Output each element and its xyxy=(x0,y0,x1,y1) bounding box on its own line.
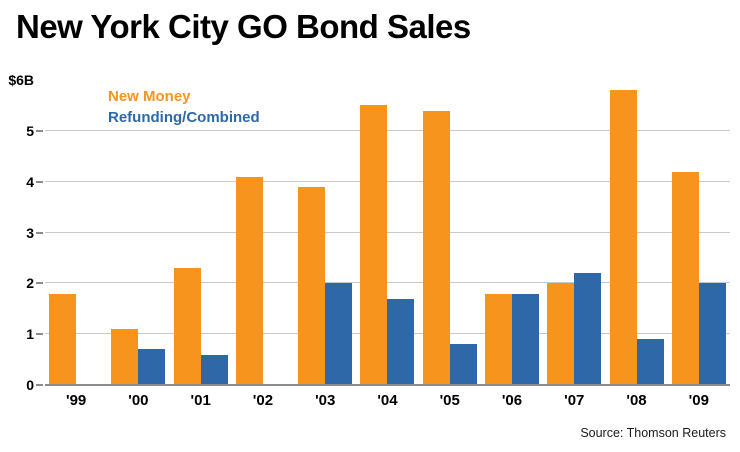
y-axis-tick xyxy=(36,180,43,183)
y-axis-label: 5 xyxy=(26,122,34,139)
x-axis-label: '00 xyxy=(128,392,149,409)
bar-refunding-combined xyxy=(200,354,228,385)
y-axis-label: 0 xyxy=(26,377,34,393)
x-axis-label: '03 xyxy=(315,392,336,409)
bar-group xyxy=(45,80,107,385)
y-axis-label: 1 xyxy=(26,326,34,343)
bar-new-money xyxy=(298,186,326,385)
y-axis-tick xyxy=(36,333,43,336)
bar-refunding-combined xyxy=(511,293,539,385)
x-axis-labels: '99 '00 '01 '02 '03 '04 '05 '06 '07 '08 '09 xyxy=(45,392,730,409)
gridline xyxy=(45,282,730,284)
bar-group xyxy=(605,80,667,385)
x-axis-label: '05 xyxy=(439,392,460,409)
chart-title: New York City GO Bond Sales xyxy=(16,8,471,45)
bar-series xyxy=(45,80,730,385)
bar-new-money xyxy=(609,90,637,385)
gridline xyxy=(45,180,730,182)
bar-group xyxy=(294,80,356,385)
y-axis-tick xyxy=(36,282,43,285)
x-axis-label: '06 xyxy=(501,392,523,409)
y-axis-label: 4 xyxy=(26,173,34,190)
bar-refunding-combined xyxy=(574,273,602,385)
bar-new-money xyxy=(671,171,699,385)
y-axis-tick xyxy=(36,129,43,132)
bar-group xyxy=(107,80,169,385)
x-axis-label: '08 xyxy=(626,392,647,409)
x-axis-label: '04 xyxy=(377,392,398,409)
y-axis-label: 2 xyxy=(26,275,34,292)
bar-new-money xyxy=(484,293,512,385)
bar-group xyxy=(170,80,232,385)
bar-new-money xyxy=(422,110,450,385)
x-axis-label: '09 xyxy=(688,392,709,409)
bar-refunding-combined xyxy=(636,339,664,385)
x-axis-label: '99 xyxy=(66,392,87,409)
y-axis-tick xyxy=(36,384,43,386)
bar-new-money xyxy=(173,268,201,385)
bar-refunding-combined xyxy=(387,298,415,385)
bar-group xyxy=(543,80,605,385)
x-axis-label: '02 xyxy=(252,392,274,409)
legend: New Money Refunding/Combined xyxy=(108,86,260,128)
bar-new-money xyxy=(360,105,388,385)
bar-new-money xyxy=(235,176,263,385)
bar-group xyxy=(419,80,481,385)
source-credit: Source: Thomson Reuters xyxy=(580,426,726,440)
bar-refunding-combined xyxy=(325,283,353,385)
x-axis-label: '07 xyxy=(564,392,585,409)
bar-refunding-combined xyxy=(138,349,166,385)
y-axis-label: $6B xyxy=(8,72,34,88)
x-axis-label: '01 xyxy=(190,392,211,409)
gridline xyxy=(45,129,730,131)
bar-new-money xyxy=(111,329,139,385)
legend-new-money: New Money xyxy=(108,88,191,105)
x-axis-line xyxy=(45,384,730,386)
y-axis-label: 3 xyxy=(26,224,34,241)
gridline xyxy=(45,231,730,233)
plot-area: 0 1 2 3 4 5 $6B New Money Refunding/Combined xyxy=(8,73,730,392)
bar-refunding-combined xyxy=(698,283,726,385)
bar-refunding-combined xyxy=(449,344,477,385)
bar-group xyxy=(481,80,543,385)
y-axis-tick xyxy=(36,231,43,234)
bar-new-money xyxy=(49,293,77,385)
bar-group xyxy=(232,80,294,385)
bar-group xyxy=(356,80,418,385)
bar-group xyxy=(668,80,730,385)
legend-refunding-combined: Refunding/Combined xyxy=(108,109,260,126)
bar-new-money xyxy=(547,283,575,385)
